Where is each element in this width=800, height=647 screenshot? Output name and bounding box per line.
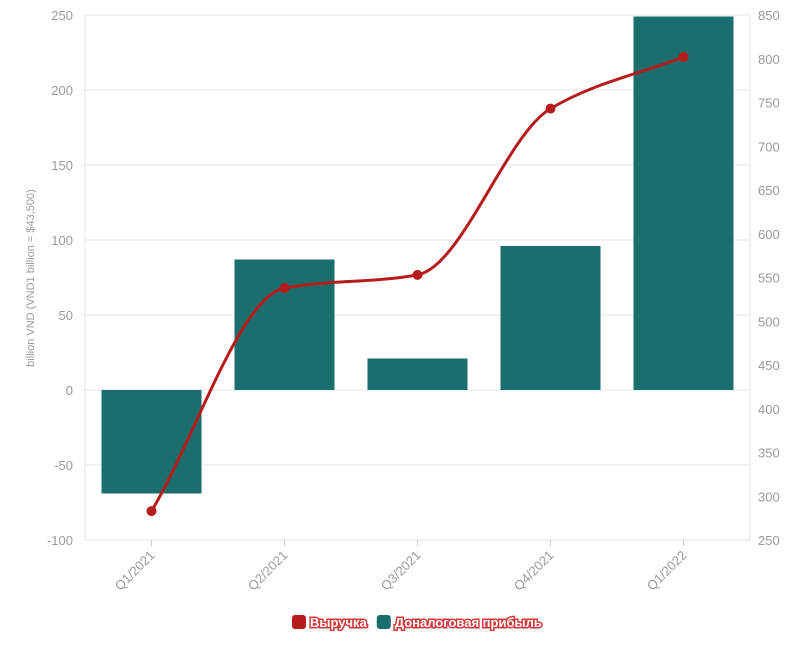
y-right-tick-label: 500 (758, 314, 780, 329)
bar[interactable] (500, 246, 601, 390)
y-left-tick-label: -100 (47, 533, 73, 548)
legend-item-revenue[interactable]: Выручка (292, 614, 369, 632)
bar[interactable] (101, 390, 202, 494)
line-point[interactable] (545, 103, 556, 114)
y-left-tick-label: 50 (59, 308, 73, 323)
x-tick-label: Q4/2021 (511, 548, 557, 594)
y-right-tick-label: 250 (758, 533, 780, 548)
bar[interactable] (633, 16, 734, 391)
x-tick-label: Q2/2021 (245, 548, 291, 594)
y-left-tick-label: 250 (51, 8, 73, 23)
legend-label: Доналоговая прибыль (395, 615, 542, 630)
y-axis-label: billion VND (VND1 billion = $43,500) (25, 189, 37, 367)
y-right-tick-label: 850 (758, 8, 780, 23)
y-right-tick-label: 800 (758, 52, 780, 67)
y-left-tick-label: 150 (51, 158, 73, 173)
y-right-tick-label: 650 (758, 183, 780, 198)
x-tick-label: Q1/2022 (644, 548, 690, 594)
y-right-tick-label: 550 (758, 271, 780, 286)
line-point[interactable] (279, 283, 290, 293)
y-right-tick-label: 350 (758, 446, 780, 461)
line-point[interactable] (412, 269, 423, 280)
y-left-tick-label: -50 (54, 458, 73, 473)
y-right-tick-label: 750 (758, 96, 780, 111)
y-right-tick-label: 600 (758, 227, 780, 242)
line-point[interactable] (678, 52, 689, 62)
x-tick-label: Q3/2021 (378, 548, 424, 594)
y-right-tick-label: 700 (758, 139, 780, 154)
y-left-tick-label: 200 (51, 83, 73, 98)
x-tick-label: Q1/2021 (112, 548, 158, 594)
legend-label: Выручка (310, 615, 368, 630)
y-left-tick-label: 100 (51, 233, 73, 248)
bar[interactable] (367, 358, 468, 391)
y-right-tick-label: 300 (758, 489, 780, 504)
y-right-tick-label: 450 (758, 358, 780, 373)
line-layer (146, 52, 689, 517)
legend-swatch (292, 615, 306, 629)
revenue-line[interactable] (150, 55, 685, 512)
bar-layer (101, 16, 734, 494)
bar[interactable] (234, 259, 335, 391)
y-left-tick-label: 0 (66, 383, 73, 398)
legend-swatch (376, 615, 391, 629)
line-point[interactable] (146, 506, 157, 517)
legend[interactable]: Выручка Доналоговая прибыль (292, 614, 543, 632)
y-right-tick-label: 400 (758, 402, 780, 417)
legend-item-pretax-profit[interactable]: Доналоговая прибыль (376, 614, 543, 632)
